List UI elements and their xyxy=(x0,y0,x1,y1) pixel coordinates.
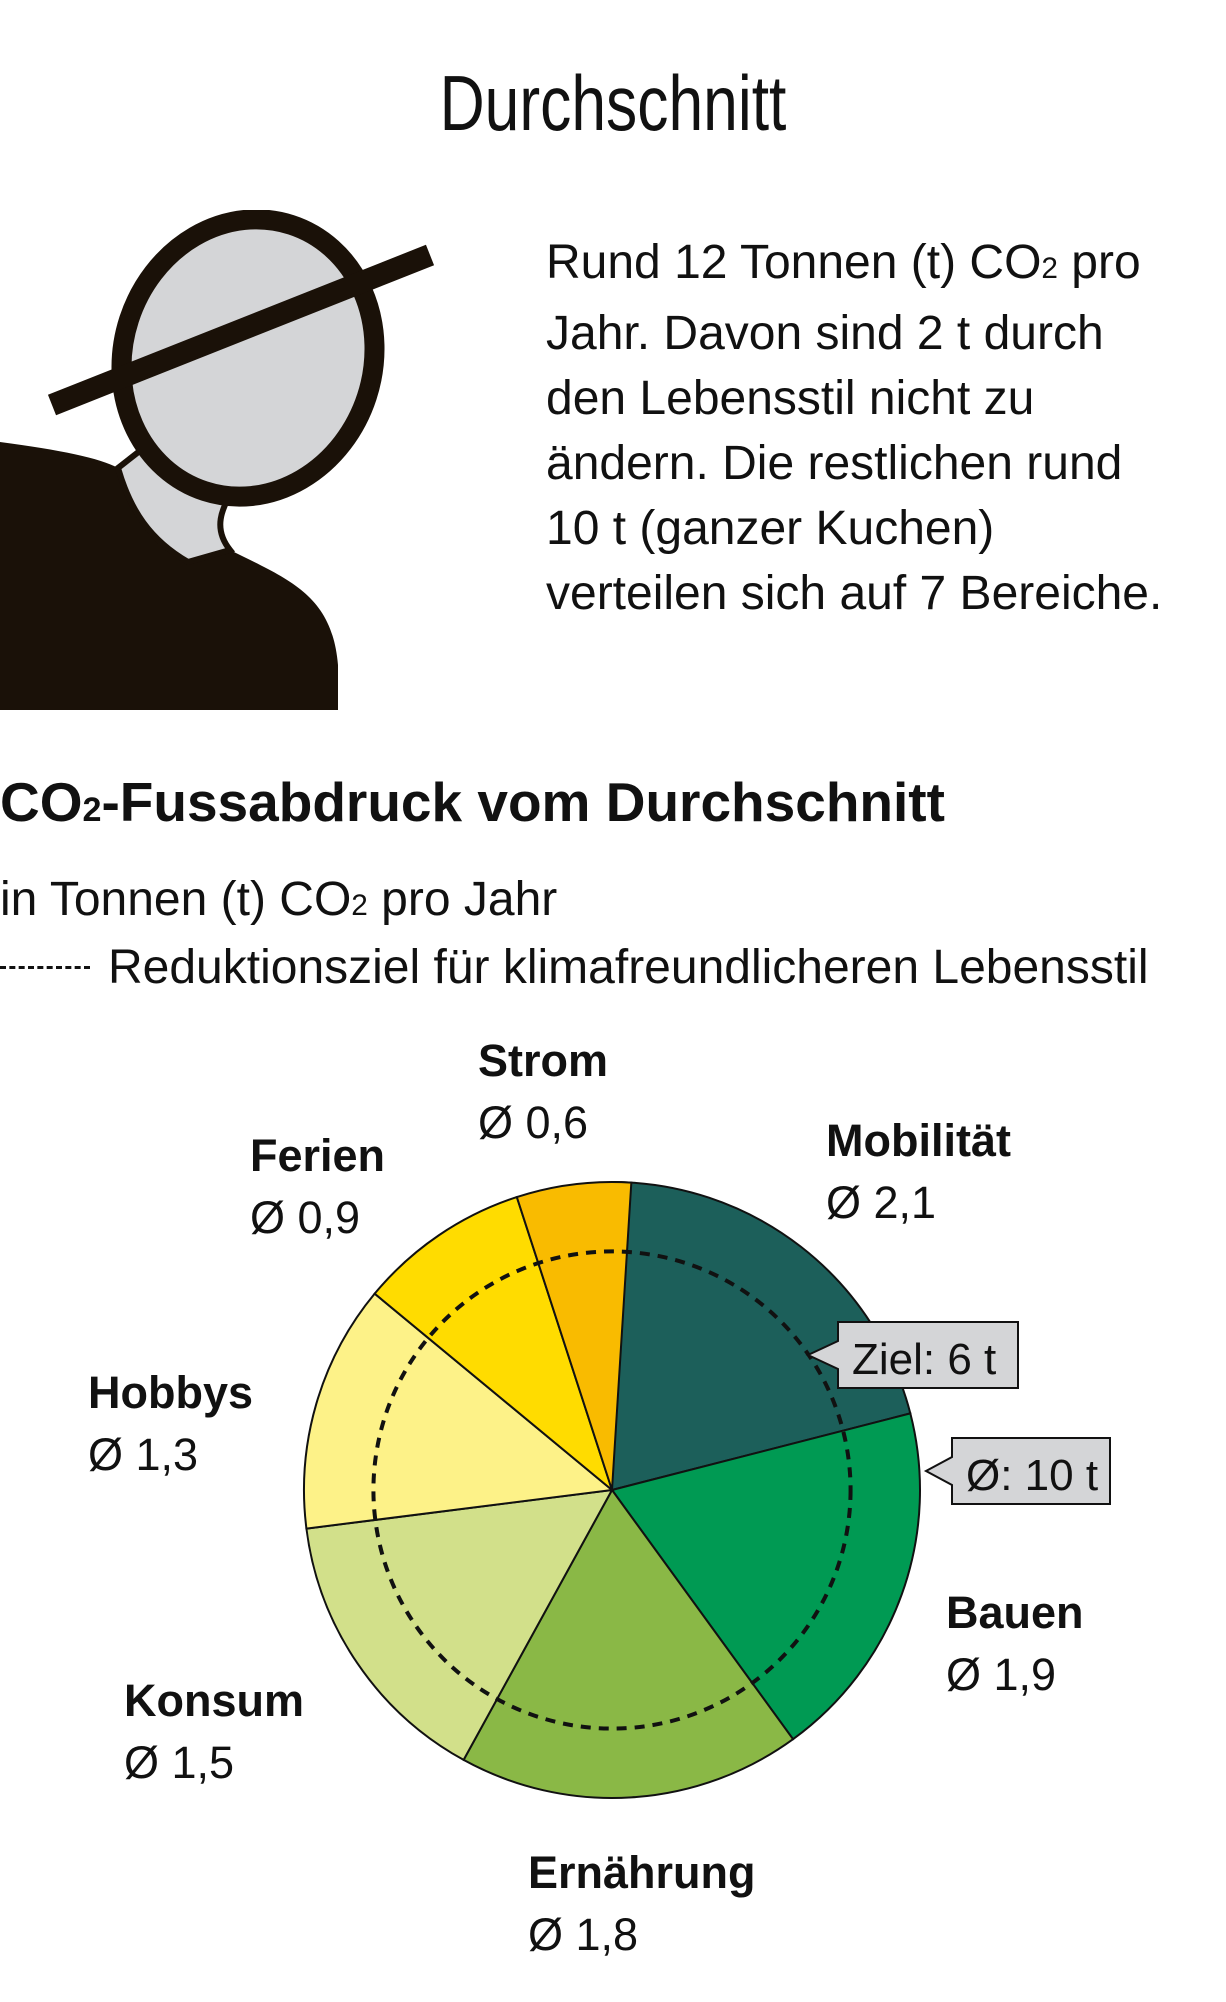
slice-label-name: Ernährung xyxy=(528,1847,756,1898)
intro-line-5: 10 t (ganzer Kuchen) xyxy=(546,502,995,555)
pie-slice-bauen xyxy=(610,1412,921,1741)
slice-label-name: Mobilität xyxy=(826,1115,1011,1166)
intro-line-4: ändern. Die restlichen rund xyxy=(546,437,1123,490)
intro-line-6: verteilen sich auf 7 Bereiche. xyxy=(546,567,1163,620)
unit-subscript: 2 xyxy=(351,889,368,922)
slice-label-value: Ø 0,6 xyxy=(478,1097,589,1148)
total-callout: Ø: 10 t xyxy=(923,1437,1111,1505)
intro-text: Rund 12 Tonnen (t) CO2 pro Jahr. Davon s… xyxy=(546,230,1206,626)
slice-label-name: Strom xyxy=(478,1035,609,1086)
target-callout-label: Ziel: 6 t xyxy=(852,1335,996,1384)
slice-label-name: Ferien xyxy=(250,1130,386,1181)
slice-label-value: Ø 2,1 xyxy=(826,1177,937,1228)
chart-title-part-2: -Fussabdruck vom Durchschnitt xyxy=(101,771,945,833)
slice-label-value: Ø 1,8 xyxy=(528,1909,639,1960)
total-callout-label: Ø: 10 t xyxy=(966,1451,1098,1500)
intro-line-3: den Lebensstil nicht zu xyxy=(546,372,1035,425)
slice-label: Strom Ø 0,6 xyxy=(478,1030,608,1154)
slice-label-value: Ø 1,3 xyxy=(88,1429,199,1480)
slice-label-value: Ø 0,9 xyxy=(250,1192,361,1243)
co2-subscript: 2 xyxy=(1041,252,1058,285)
slice-label-name: Konsum xyxy=(124,1675,304,1726)
unit-part-2: pro Jahr xyxy=(367,873,558,926)
slice-label: Mobilität Ø 2,1 xyxy=(826,1110,1011,1234)
slice-label: Ernährung Ø 1,8 xyxy=(528,1842,756,1966)
slice-label: Hobbys Ø 1,3 xyxy=(88,1362,253,1486)
chart-title: CO2-Fussabdruck vom Durchschnitt xyxy=(0,770,945,834)
target-callout: Ziel: 6 t xyxy=(805,1321,1019,1389)
slice-label: Ferien Ø 0,9 xyxy=(250,1125,385,1249)
intro-line-1-end: pro xyxy=(1057,236,1141,289)
intro-line-2: Jahr. Davon sind 2 t durch xyxy=(546,307,1104,360)
intro-line-1: Rund 12 Tonnen (t) CO xyxy=(546,236,1042,289)
person-head-icon xyxy=(0,210,435,710)
pie-slice-strom xyxy=(515,1181,633,1491)
total-callout-box xyxy=(923,1437,1111,1505)
slice-label: Bauen Ø 1,9 xyxy=(946,1582,1084,1706)
chart-title-subscript: 2 xyxy=(82,791,102,829)
target-callout-box xyxy=(805,1321,1019,1389)
unit-part-1: in Tonnen (t) CO xyxy=(0,873,352,926)
slice-label-name: Bauen xyxy=(946,1587,1084,1638)
legend: Reduktionsziel für klimafreundlicheren L… xyxy=(0,940,1149,995)
pie-chart: Ziel: 6 t Ø: 10 t xyxy=(303,1180,1111,1799)
slice-label-value: Ø 1,5 xyxy=(124,1737,235,1788)
pie-slices xyxy=(303,1180,921,1799)
pie-slice-konsum xyxy=(305,1488,614,1762)
page-title: Durchschnitt xyxy=(439,59,787,147)
legend-dash-icon xyxy=(0,966,90,969)
chart-unit-line: in Tonnen (t) CO2 pro Jahr xyxy=(0,872,557,927)
target-ring xyxy=(371,1249,853,1731)
pie-slice-hobbys xyxy=(303,1292,615,1530)
pie-slice-ferien xyxy=(373,1195,615,1493)
slice-label: Konsum Ø 1,5 xyxy=(124,1670,304,1794)
slice-label-value: Ø 1,9 xyxy=(946,1649,1057,1700)
slice-label-name: Hobbys xyxy=(88,1367,254,1418)
chart-title-part-1: CO xyxy=(0,771,83,833)
legend-label: Reduktionsziel für klimafreundlicheren L… xyxy=(108,941,1149,994)
